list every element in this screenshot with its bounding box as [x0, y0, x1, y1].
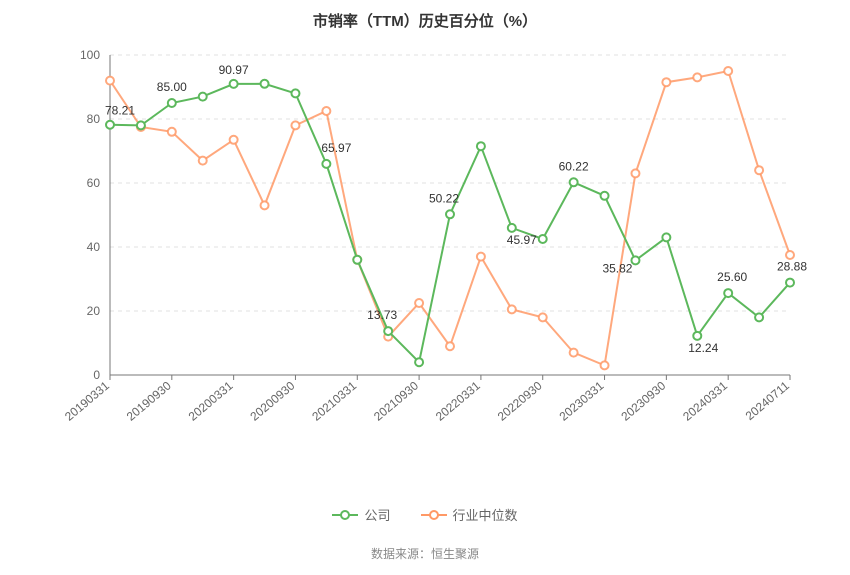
svg-text:45.97: 45.97: [507, 233, 537, 247]
svg-text:20190331: 20190331: [62, 378, 112, 423]
legend-label-industry: 行业中位数: [453, 505, 518, 524]
svg-text:20220930: 20220930: [495, 378, 545, 423]
svg-text:50.22: 50.22: [429, 191, 459, 205]
legend-marker-company: [332, 508, 358, 522]
chart-area: 0 20 40 60 80 100 20190331 20190930 202003312020…: [0, 40, 850, 470]
svg-text:20210930: 20210930: [371, 378, 421, 423]
svg-text:12.24: 12.24: [688, 341, 718, 355]
svg-text:20200930: 20200930: [247, 378, 297, 423]
svg-text:20240711: 20240711: [743, 378, 792, 423]
svg-text:20190930: 20190930: [124, 378, 174, 423]
legend-marker-industry: [421, 508, 447, 522]
legend-label-company: 公司: [364, 505, 390, 524]
svg-text:60: 60: [87, 176, 101, 190]
svg-text:20210331: 20210331: [309, 378, 359, 423]
svg-text:100: 100: [80, 48, 100, 62]
svg-text:20200331: 20200331: [186, 378, 236, 423]
svg-text:85.00: 85.00: [157, 80, 187, 94]
svg-text:25.60: 25.60: [717, 270, 747, 284]
legend-item-company[interactable]: 公司: [332, 505, 390, 524]
svg-text:13.73: 13.73: [367, 308, 397, 322]
svg-text:20240331: 20240331: [680, 378, 730, 423]
svg-text:80: 80: [87, 112, 101, 126]
svg-text:20: 20: [87, 304, 101, 318]
svg-text:20230331: 20230331: [557, 378, 607, 423]
svg-text:0: 0: [93, 368, 100, 382]
svg-text:20220331: 20220331: [433, 378, 483, 423]
source-prefix: 数据来源：: [371, 547, 431, 561]
source-line: 数据来源：恒生聚源: [0, 545, 850, 562]
svg-text:40: 40: [87, 240, 101, 254]
svg-text:60.22: 60.22: [559, 159, 589, 173]
svg-text:65.97: 65.97: [321, 141, 351, 155]
legend-item-industry[interactable]: 行业中位数: [421, 505, 518, 524]
chart-title: 市销率（TTM）历史百分位（%）: [0, 10, 850, 31]
chart-container: 市销率（TTM）历史百分位（%） 0 20 40 60 80 100 20190331 201…: [0, 0, 850, 575]
chart-svg: 0 20 40 60 80 100 20190331 20190930 202003312020…: [0, 40, 850, 470]
legend: 公司 行业中位数: [0, 505, 850, 524]
svg-text:20230930: 20230930: [618, 378, 668, 423]
svg-text:90.97: 90.97: [219, 63, 249, 77]
svg-text:35.82: 35.82: [602, 261, 632, 275]
svg-text:28.88: 28.88: [777, 260, 807, 274]
source-name: 恒生聚源: [431, 547, 479, 561]
svg-text:78.21: 78.21: [105, 104, 135, 118]
